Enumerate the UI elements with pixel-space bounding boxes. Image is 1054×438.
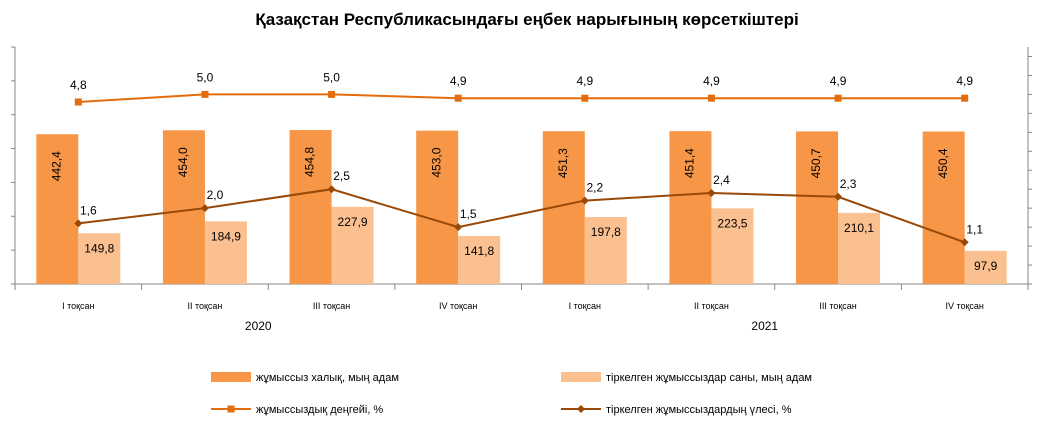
registered-share-marker [960, 238, 969, 247]
bar-registered [331, 206, 374, 284]
registered-share-marker [454, 223, 463, 232]
data-label: 2,4 [713, 173, 730, 187]
unemployment-rate-marker [74, 98, 82, 106]
registered-share-marker [200, 204, 209, 213]
data-label: 4,9 [956, 74, 973, 88]
legend-label: жұмыссыздық деңгейі, % [256, 404, 383, 416]
registered-share-marker [74, 219, 83, 228]
registered-share-marker [580, 196, 589, 205]
unemployment-rate-line [78, 93, 965, 103]
x-tick-label: IV тоқсан [945, 301, 983, 311]
data-label: 4,9 [830, 74, 847, 88]
legend-label: жұмыссыз халық, мың адам [256, 372, 399, 384]
data-label: 1,6 [80, 203, 97, 217]
bar-unemployed [796, 131, 839, 284]
data-label: 2,0 [207, 188, 224, 202]
unemployment-rate-marker [707, 94, 715, 102]
data-label: 442,4 [49, 151, 63, 181]
bar-unemployed [922, 131, 965, 284]
legend-swatch [561, 372, 601, 382]
bar-registered [458, 235, 501, 284]
data-label: 2,2 [586, 181, 603, 195]
unemployment-rate-marker [581, 94, 589, 102]
data-label: 210,1 [844, 221, 874, 235]
data-label: 227,9 [338, 215, 368, 229]
data-label: 2,5 [333, 169, 350, 183]
bar-registered [711, 208, 754, 284]
x-tick-label: I тоқсан [569, 301, 601, 311]
bar-unemployed [416, 130, 459, 284]
x-tick-label: II тоқсан [187, 301, 222, 311]
data-label: 4,8 [70, 78, 87, 92]
bar-unemployed [162, 130, 205, 284]
bar-registered [584, 217, 627, 284]
unemployment-rate-marker [454, 94, 462, 102]
data-label: 149,8 [84, 241, 114, 255]
bar-unemployed [669, 131, 712, 284]
data-label: 141,8 [464, 244, 494, 258]
data-label: 97,9 [974, 259, 998, 273]
bar-registered [204, 221, 247, 284]
legend-label: тіркелген жұмыссыздардың үлесі, % [606, 404, 792, 416]
x-tick-label: III тоқсан [313, 301, 350, 311]
data-label: 223,5 [717, 216, 747, 230]
bar-registered [964, 250, 1007, 284]
data-label: 4,9 [450, 74, 467, 88]
x-tick-label: III тоқсан [819, 301, 856, 311]
data-label: 4,9 [703, 74, 720, 88]
bar-unemployed [289, 130, 332, 284]
legend-label: тіркелген жұмыссыздар саны, мың адам [606, 372, 812, 384]
x-tick-label: IV тоқсан [439, 301, 477, 311]
year-group-label: 2020 [245, 319, 272, 333]
data-label: 4,9 [576, 74, 593, 88]
data-label: 451,4 [683, 148, 697, 178]
chart-title: Қазақстан Республикасындағы еңбек нарығы… [255, 10, 799, 29]
data-label: 197,8 [591, 225, 621, 239]
legend-marker [227, 405, 235, 413]
data-label: 2,3 [840, 177, 857, 191]
data-label: 184,9 [211, 229, 241, 243]
data-label: 5,0 [197, 70, 214, 84]
data-label: 450,7 [809, 148, 823, 178]
data-label: 453,0 [429, 147, 443, 177]
x-tick-label: I тоқсан [62, 301, 94, 311]
x-tick-label: II тоқсан [694, 301, 729, 311]
bar-registered [838, 212, 881, 284]
data-label: 5,0 [323, 70, 340, 84]
data-label: 1,1 [966, 222, 983, 236]
registered-share-marker [327, 185, 336, 194]
registered-share-line [78, 188, 966, 244]
data-label: 454,8 [303, 147, 317, 177]
data-label: 450,4 [936, 148, 950, 178]
bar-unemployed [36, 134, 79, 284]
bar-registered [78, 233, 121, 284]
registered-share-marker [707, 188, 716, 197]
unemployment-rate-marker [834, 94, 842, 102]
legend-swatch [211, 372, 251, 382]
registered-share-marker [834, 192, 843, 201]
unemployment-rate-marker [328, 90, 336, 98]
data-label: 454,0 [176, 147, 190, 177]
unemployment-rate-marker [201, 90, 209, 98]
year-group-label: 2021 [751, 319, 778, 333]
data-label: 451,3 [556, 148, 570, 178]
legend-marker [577, 405, 585, 413]
unemployment-rate-marker [961, 94, 969, 102]
data-label: 1,5 [460, 207, 477, 221]
